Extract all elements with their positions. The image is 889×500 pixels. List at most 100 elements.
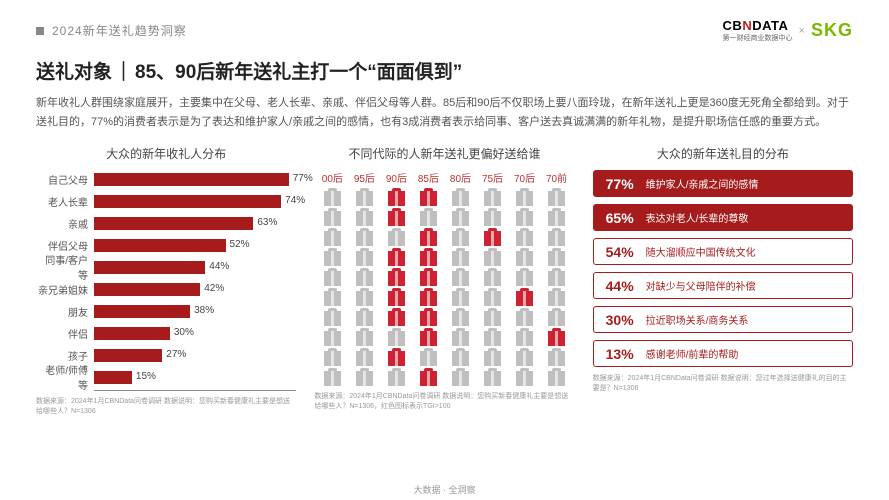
mid-head-label: 80后 — [450, 170, 471, 185]
gift-icon — [388, 189, 405, 206]
header-marker — [36, 27, 44, 35]
stat-row: 77%维护家人/亲戚之间的感情 — [593, 170, 853, 197]
brand-block: CBNDATA 第一财经商业数据中心 × SKG — [723, 18, 853, 43]
right-chart-title: 大众的新年送礼目的分布 — [593, 145, 853, 162]
gift-icon — [388, 269, 405, 286]
mid-head-label: 90后 — [386, 170, 407, 185]
bar-pct: 42% — [204, 283, 224, 294]
stat-pct: 44% — [594, 278, 646, 294]
header-bar: 2024新年送礼趋势洞察 CBNDATA 第一财经商业数据中心 × SKG — [36, 18, 853, 43]
gift-icon — [356, 229, 373, 246]
gift-icon — [452, 309, 469, 326]
bar-pct: 74% — [285, 195, 305, 206]
bar-fill — [94, 261, 205, 274]
gift-icon — [516, 289, 533, 306]
gift-icon — [356, 349, 373, 366]
gift-icon — [484, 349, 501, 366]
gift-icon — [548, 309, 565, 326]
gift-icon — [420, 189, 437, 206]
bar-fill — [94, 371, 132, 384]
bar-fill — [94, 239, 226, 252]
gift-icon — [356, 369, 373, 386]
gift-icon — [420, 209, 437, 226]
bar-pct: 30% — [174, 327, 194, 338]
bar-pct: 15% — [136, 371, 156, 382]
mid-head-label: 70后 — [514, 170, 535, 185]
stat-text: 感谢老师/前辈的帮助 — [646, 346, 852, 361]
stat-pct: 65% — [594, 210, 646, 226]
bar-pct: 38% — [194, 305, 214, 316]
right-chart: 大众的新年送礼目的分布 77%维护家人/亲戚之间的感情 65%表达对老人/长辈的尊… — [593, 145, 853, 417]
gift-icon — [356, 289, 373, 306]
gift-icon — [452, 289, 469, 306]
icon-column — [356, 189, 373, 386]
left-source: 数据来源：2024年1月CBNData问卷调研 数据说明：您购买新春健康礼主要是… — [36, 397, 296, 417]
gift-icon — [324, 309, 341, 326]
gift-icon — [548, 329, 565, 346]
gift-icon — [356, 329, 373, 346]
gift-icon — [548, 249, 565, 266]
gift-icon — [356, 269, 373, 286]
stat-row: 13%感谢老师/前辈的帮助 — [593, 340, 853, 367]
mid-head-label: 75后 — [482, 170, 503, 185]
mid-head-label: 95后 — [354, 170, 375, 185]
gift-icon — [452, 189, 469, 206]
gift-icon — [420, 349, 437, 366]
body-paragraph: 新年收礼人群围绕家庭展开，主要集中在父母、老人长辈、亲戚、伴侣父母等人群。85后… — [36, 94, 853, 131]
stat-pct: 13% — [594, 346, 646, 362]
stat-text: 对缺少与父母陪伴的补偿 — [646, 278, 852, 293]
bar-row: 老师/师傅等 15% — [36, 368, 296, 386]
gift-icon — [452, 369, 469, 386]
mid-head-label: 85后 — [418, 170, 439, 185]
bar-label: 朋友 — [36, 304, 94, 319]
bar-pct: 52% — [230, 239, 250, 250]
left-chart-axis — [94, 390, 296, 391]
mid-head-label: 00后 — [322, 170, 343, 185]
gift-icon — [548, 229, 565, 246]
gift-icon — [548, 189, 565, 206]
bar-pct: 44% — [209, 261, 229, 272]
gift-icon — [484, 189, 501, 206]
brand-cbndata: CBNDATA 第一财经商业数据中心 — [723, 18, 793, 43]
gift-icon — [420, 289, 437, 306]
bar-label: 老师/师傅等 — [36, 362, 94, 392]
gift-icon — [324, 369, 341, 386]
gift-icon — [452, 229, 469, 246]
gift-icon — [388, 369, 405, 386]
header-tag: 2024新年送礼趋势洞察 — [52, 22, 187, 39]
gift-icon — [484, 249, 501, 266]
gift-icon — [484, 229, 501, 246]
left-chart-title: 大众的新年收礼人分布 — [36, 145, 296, 162]
gift-icon — [388, 309, 405, 326]
gift-icon — [516, 309, 533, 326]
bar-pct: 63% — [257, 217, 277, 228]
gift-icon — [420, 369, 437, 386]
stat-row: 65%表达对老人/长辈的尊敬 — [593, 204, 853, 231]
bar-label: 伴侣父母 — [36, 238, 94, 253]
stat-text: 维护家人/亲戚之间的感情 — [646, 176, 852, 191]
gift-icon — [452, 249, 469, 266]
gift-icon — [324, 349, 341, 366]
left-chart: 大众的新年收礼人分布 自己父母 77%老人长辈 74%亲戚 63%伴侣父母 52… — [36, 145, 296, 417]
gift-icon — [516, 249, 533, 266]
icon-column — [516, 189, 533, 386]
mid-chart: 不同代际的人新年送礼更偏好送给谁 00后95后90后85后80后75后70后70… — [314, 145, 574, 417]
stat-row: 44%对缺少与父母陪伴的补偿 — [593, 272, 853, 299]
gift-icon — [484, 289, 501, 306]
bar-label: 同事/客户等 — [36, 252, 94, 282]
gift-icon — [452, 269, 469, 286]
gift-icon — [484, 209, 501, 226]
stat-text: 表达对老人/长辈的尊敬 — [646, 210, 852, 225]
icon-column — [388, 189, 405, 386]
gift-icon — [484, 309, 501, 326]
gift-icon — [324, 289, 341, 306]
gift-icon — [548, 209, 565, 226]
bar-label: 老人长辈 — [36, 194, 94, 209]
icon-column — [420, 189, 437, 386]
gift-icon — [324, 189, 341, 206]
brand-sep: × — [799, 25, 805, 37]
bar-row: 亲戚 63% — [36, 214, 296, 232]
stat-pct: 30% — [594, 312, 646, 328]
stat-text: 拉近职场关系/商务关系 — [646, 312, 852, 327]
gift-icon — [420, 249, 437, 266]
